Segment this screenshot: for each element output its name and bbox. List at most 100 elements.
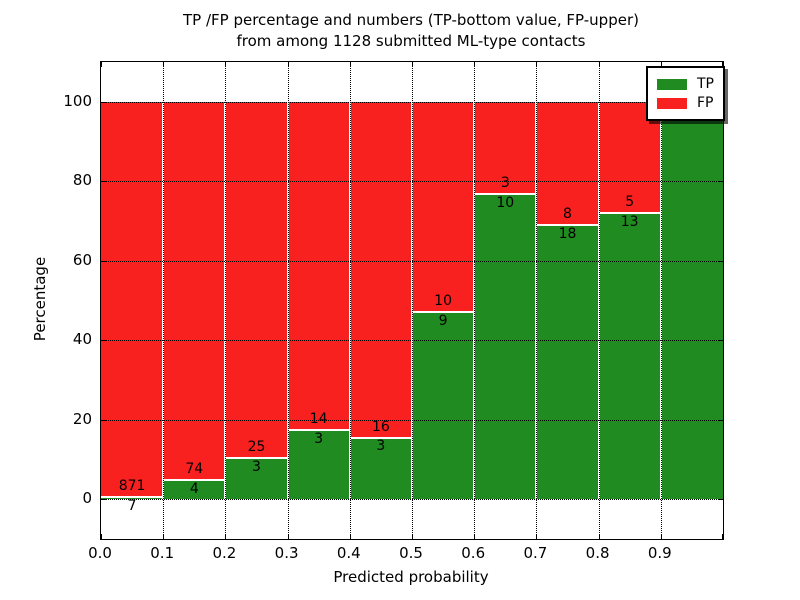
- tp-segment: [475, 193, 536, 500]
- gridline-vertical: [225, 62, 227, 539]
- bar-bin-0.6-0.7: [474, 101, 537, 500]
- x-tick-mark: [163, 62, 165, 67]
- tp-segment: [599, 212, 660, 500]
- tp-count-label: 18: [558, 226, 577, 243]
- x-tick-label: 0.3: [274, 544, 299, 562]
- x-tick-mark: [598, 62, 600, 67]
- x-tick-mark: [598, 534, 600, 539]
- tp-count-label: 9: [438, 312, 448, 329]
- y-tick-mark: [718, 419, 723, 421]
- y-tick-label: 20: [72, 409, 92, 428]
- y-tick-mark: [101, 340, 106, 342]
- tp-segment: [101, 496, 163, 500]
- legend-item-tp: TP: [657, 76, 714, 92]
- fp-count-label: 74: [185, 460, 204, 477]
- legend-label: FP: [697, 95, 714, 111]
- gridline-vertical: [349, 62, 351, 539]
- chart-title-line1: TP /FP percentage and numbers (TP-bottom…: [183, 11, 639, 29]
- x-tick-label: 0.9: [647, 544, 672, 562]
- x-tick-label: 0.4: [336, 544, 361, 562]
- y-tick-label: 80: [72, 171, 92, 190]
- legend-label: TP: [697, 76, 714, 92]
- tp-segment: [288, 429, 349, 500]
- x-tick-label: 0.1: [150, 544, 175, 562]
- fp-count-label: 3: [500, 175, 510, 192]
- fp-count-label: 10: [434, 292, 453, 309]
- bar-bin-0.9-1.0: [660, 101, 723, 500]
- tp-count-label: 7: [127, 498, 137, 515]
- tp-count-label: 3: [376, 438, 386, 455]
- tp-segment: [413, 310, 474, 500]
- legend-swatch-fp: [657, 97, 687, 109]
- x-tick-mark: [225, 62, 227, 67]
- x-tick-mark: [412, 534, 413, 539]
- x-tick-mark: [722, 62, 723, 67]
- fp-count-label: 16: [371, 418, 390, 435]
- tp-count-label: 3: [252, 458, 261, 475]
- y-tick-label: 100: [63, 91, 92, 110]
- x-tick-mark: [412, 62, 413, 67]
- tp-segment: [537, 224, 598, 500]
- gridline-vertical: [660, 62, 662, 539]
- y-tick-label: 60: [72, 250, 92, 269]
- bar-bin-0.0-0.1: [101, 101, 164, 500]
- x-tick-mark: [287, 534, 289, 539]
- y-tick-mark: [718, 340, 723, 342]
- gridline-vertical: [474, 62, 476, 539]
- fp-count-label: 25: [247, 438, 266, 455]
- y-tick-mark: [101, 181, 106, 183]
- legend-swatch-tp: [657, 78, 687, 90]
- bar-bin-0.5-0.6: [412, 101, 475, 500]
- y-tick-mark: [101, 419, 106, 421]
- tp-segment: [661, 101, 723, 500]
- x-tick-mark: [474, 534, 476, 539]
- x-tick-label: 0.8: [585, 544, 610, 562]
- x-tick-mark: [349, 62, 351, 67]
- tp-count-label: 13: [620, 214, 639, 231]
- y-tick-label: 40: [72, 330, 92, 349]
- gridline-vertical: [598, 62, 600, 539]
- x-tick-mark: [660, 534, 662, 539]
- y-tick-mark: [718, 181, 723, 183]
- x-tick-mark: [660, 62, 662, 67]
- y-tick-mark: [101, 499, 106, 501]
- y-tick-mark: [101, 101, 106, 103]
- tp-segment: [164, 478, 225, 500]
- x-tick-mark: [536, 534, 538, 539]
- legend-item-fp: FP: [657, 95, 714, 111]
- x-tick-mark: [225, 534, 227, 539]
- tp-count-label: 10: [496, 195, 515, 212]
- x-tick-label: 0.0: [88, 544, 112, 562]
- y-axis-label: Percentage: [31, 256, 49, 342]
- y-tick-label: 0: [82, 489, 92, 508]
- x-tick-mark: [163, 534, 165, 539]
- y-tick-mark: [718, 499, 723, 501]
- chart-title: TP /FP percentage and numbers (TP-bottom…: [100, 10, 722, 52]
- x-tick-mark: [349, 534, 351, 539]
- tp-segment: [350, 436, 411, 500]
- plot-area: 871774425314316310931081851332: [100, 61, 724, 540]
- fp-count-label: 8: [563, 206, 572, 223]
- x-tick-mark: [722, 534, 723, 539]
- gridline-vertical: [412, 62, 413, 539]
- bar-bin-0.1-0.2: [163, 101, 226, 500]
- gridline-vertical: [163, 62, 165, 539]
- tp-count-label: 4: [189, 480, 199, 497]
- x-tick-label: 0.2: [212, 544, 237, 562]
- x-tick-mark: [101, 62, 102, 67]
- x-tick-mark: [287, 62, 289, 67]
- x-tick-label: 0.5: [399, 544, 423, 562]
- bar-bin-0.3-0.4: [287, 101, 350, 500]
- gridline-vertical: [536, 62, 538, 539]
- bar-bin-0.8-0.9: [598, 101, 661, 500]
- y-tick-mark: [101, 260, 106, 262]
- x-tick-label: 0.7: [523, 544, 548, 562]
- y-tick-mark: [718, 260, 723, 262]
- chart-title-line2: from among 1128 submitted ML-type contac…: [236, 32, 586, 50]
- x-tick-label: 0.6: [461, 544, 486, 562]
- legend: TP FP: [646, 66, 725, 121]
- fp-count-label: 14: [309, 411, 328, 428]
- x-axis-label: Predicted probability: [333, 568, 489, 586]
- tp-segment: [226, 456, 287, 500]
